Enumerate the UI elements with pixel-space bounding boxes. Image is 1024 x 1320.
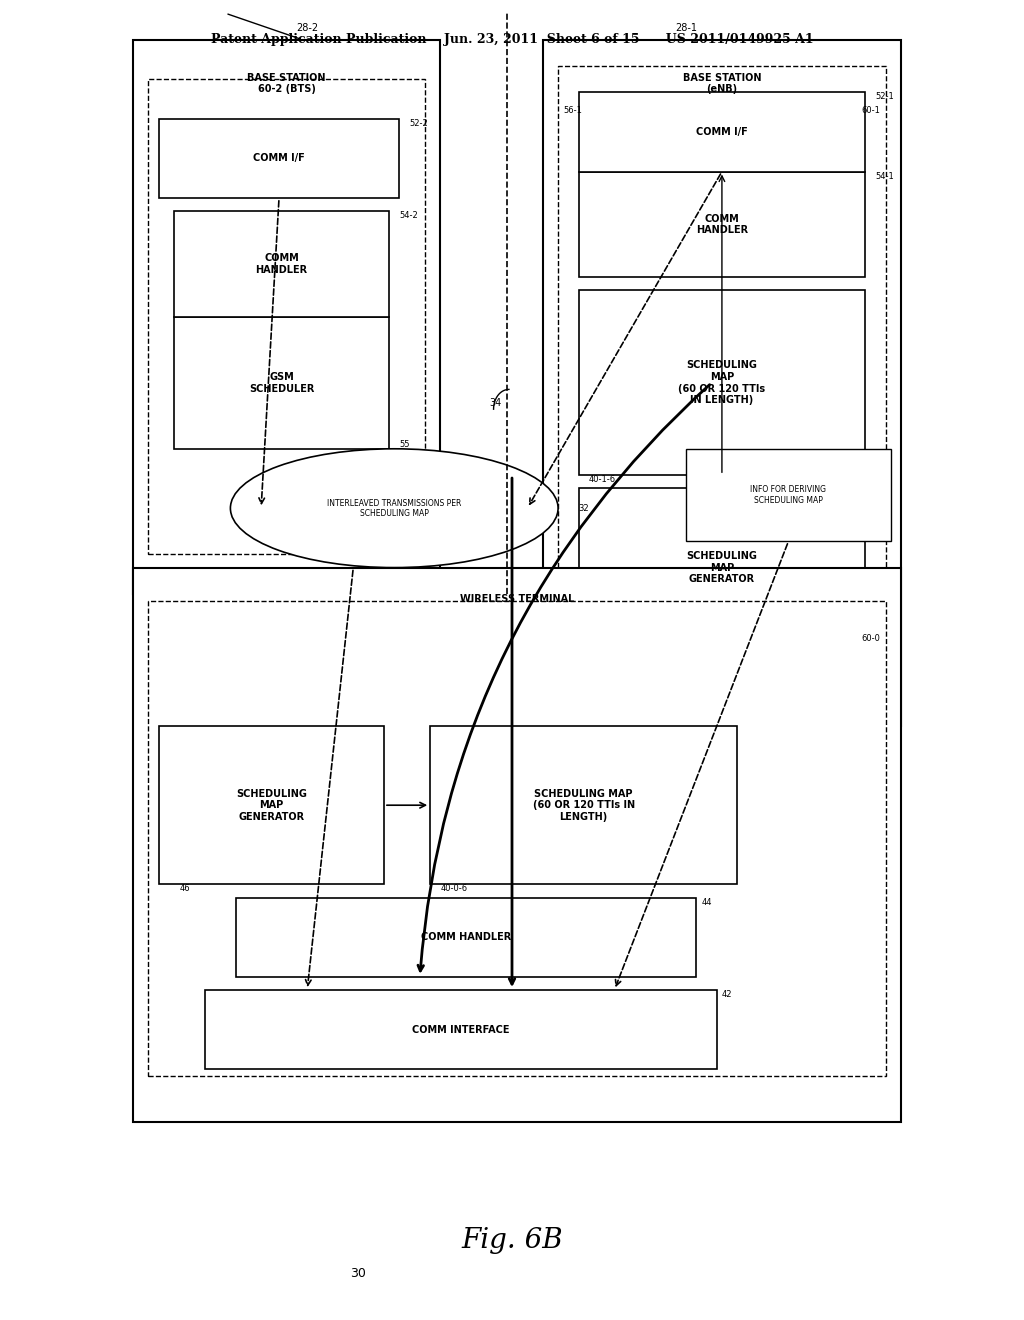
Text: 28-1: 28-1 — [675, 22, 697, 33]
Text: 32: 32 — [579, 504, 589, 512]
FancyBboxPatch shape — [558, 66, 886, 673]
FancyBboxPatch shape — [148, 79, 425, 554]
FancyBboxPatch shape — [579, 290, 865, 475]
Text: 60-0: 60-0 — [862, 634, 881, 643]
Text: Patent Application Publication    Jun. 23, 2011  Sheet 6 of 15      US 2011/0149: Patent Application Publication Jun. 23, … — [211, 33, 813, 46]
Text: WIRELESS TERMINAL: WIRELESS TERMINAL — [460, 594, 574, 605]
Text: 30: 30 — [350, 1267, 367, 1280]
Text: 40-1-6: 40-1-6 — [589, 475, 615, 484]
Text: SCHEDULING
MAP
(60 OR 120 TTIs
IN LENGTH): SCHEDULING MAP (60 OR 120 TTIs IN LENGTH… — [678, 360, 766, 405]
FancyBboxPatch shape — [430, 726, 737, 884]
FancyBboxPatch shape — [205, 990, 717, 1069]
Text: 52-1: 52-1 — [876, 92, 894, 102]
Text: 42: 42 — [722, 990, 732, 999]
Text: BASE STATION
60-2 (BTS): BASE STATION 60-2 (BTS) — [248, 73, 326, 94]
FancyBboxPatch shape — [686, 449, 891, 541]
Text: COMM
HANDLER: COMM HANDLER — [696, 214, 748, 235]
Text: 44: 44 — [701, 898, 712, 907]
Text: INFO FOR DERIVING
SCHEDULING MAP: INFO FOR DERIVING SCHEDULING MAP — [751, 486, 826, 504]
FancyBboxPatch shape — [133, 40, 440, 594]
FancyBboxPatch shape — [579, 172, 865, 277]
Ellipse shape — [230, 449, 558, 568]
Text: 54-2: 54-2 — [399, 211, 418, 220]
Text: SCHEDULING
MAP
GENERATOR: SCHEDULING MAP GENERATOR — [236, 788, 307, 822]
Text: COMM HANDLER: COMM HANDLER — [421, 932, 511, 942]
FancyBboxPatch shape — [579, 92, 865, 172]
FancyBboxPatch shape — [236, 898, 696, 977]
FancyBboxPatch shape — [159, 726, 384, 884]
Text: 55: 55 — [399, 440, 410, 449]
FancyBboxPatch shape — [579, 488, 865, 647]
Text: SCHEDULING MAP
(60 OR 120 TTIs IN
LENGTH): SCHEDULING MAP (60 OR 120 TTIs IN LENGTH… — [532, 788, 635, 822]
FancyBboxPatch shape — [159, 119, 399, 198]
Text: 56-1: 56-1 — [563, 106, 582, 115]
Text: 54-1: 54-1 — [876, 172, 894, 181]
Text: Fig. 6B: Fig. 6B — [461, 1228, 563, 1254]
Text: 28-2: 28-2 — [296, 22, 318, 33]
Text: COMM I/F: COMM I/F — [253, 153, 305, 164]
Text: 52-2: 52-2 — [410, 119, 428, 128]
Text: 40-0-6: 40-0-6 — [440, 884, 467, 894]
Text: 60-1: 60-1 — [862, 106, 881, 115]
Text: COMM I/F: COMM I/F — [696, 127, 748, 137]
Text: SCHEDULING
MAP
GENERATOR: SCHEDULING MAP GENERATOR — [686, 550, 758, 585]
FancyBboxPatch shape — [133, 568, 901, 1122]
Text: COMM
HANDLER: COMM HANDLER — [256, 253, 307, 275]
FancyBboxPatch shape — [174, 211, 389, 317]
FancyBboxPatch shape — [543, 40, 901, 726]
Text: INTERLEAVED TRANSMISSIONS PER
SCHEDULING MAP: INTERLEAVED TRANSMISSIONS PER SCHEDULING… — [327, 499, 462, 517]
Text: 46: 46 — [179, 884, 189, 894]
Text: COMM INTERFACE: COMM INTERFACE — [412, 1024, 510, 1035]
Text: GSM
SCHEDULER: GSM SCHEDULER — [249, 372, 314, 393]
Text: BASE STATION
(eNB): BASE STATION (eNB) — [683, 73, 761, 94]
Text: 34: 34 — [489, 397, 502, 408]
FancyBboxPatch shape — [174, 317, 389, 449]
FancyBboxPatch shape — [148, 601, 886, 1076]
